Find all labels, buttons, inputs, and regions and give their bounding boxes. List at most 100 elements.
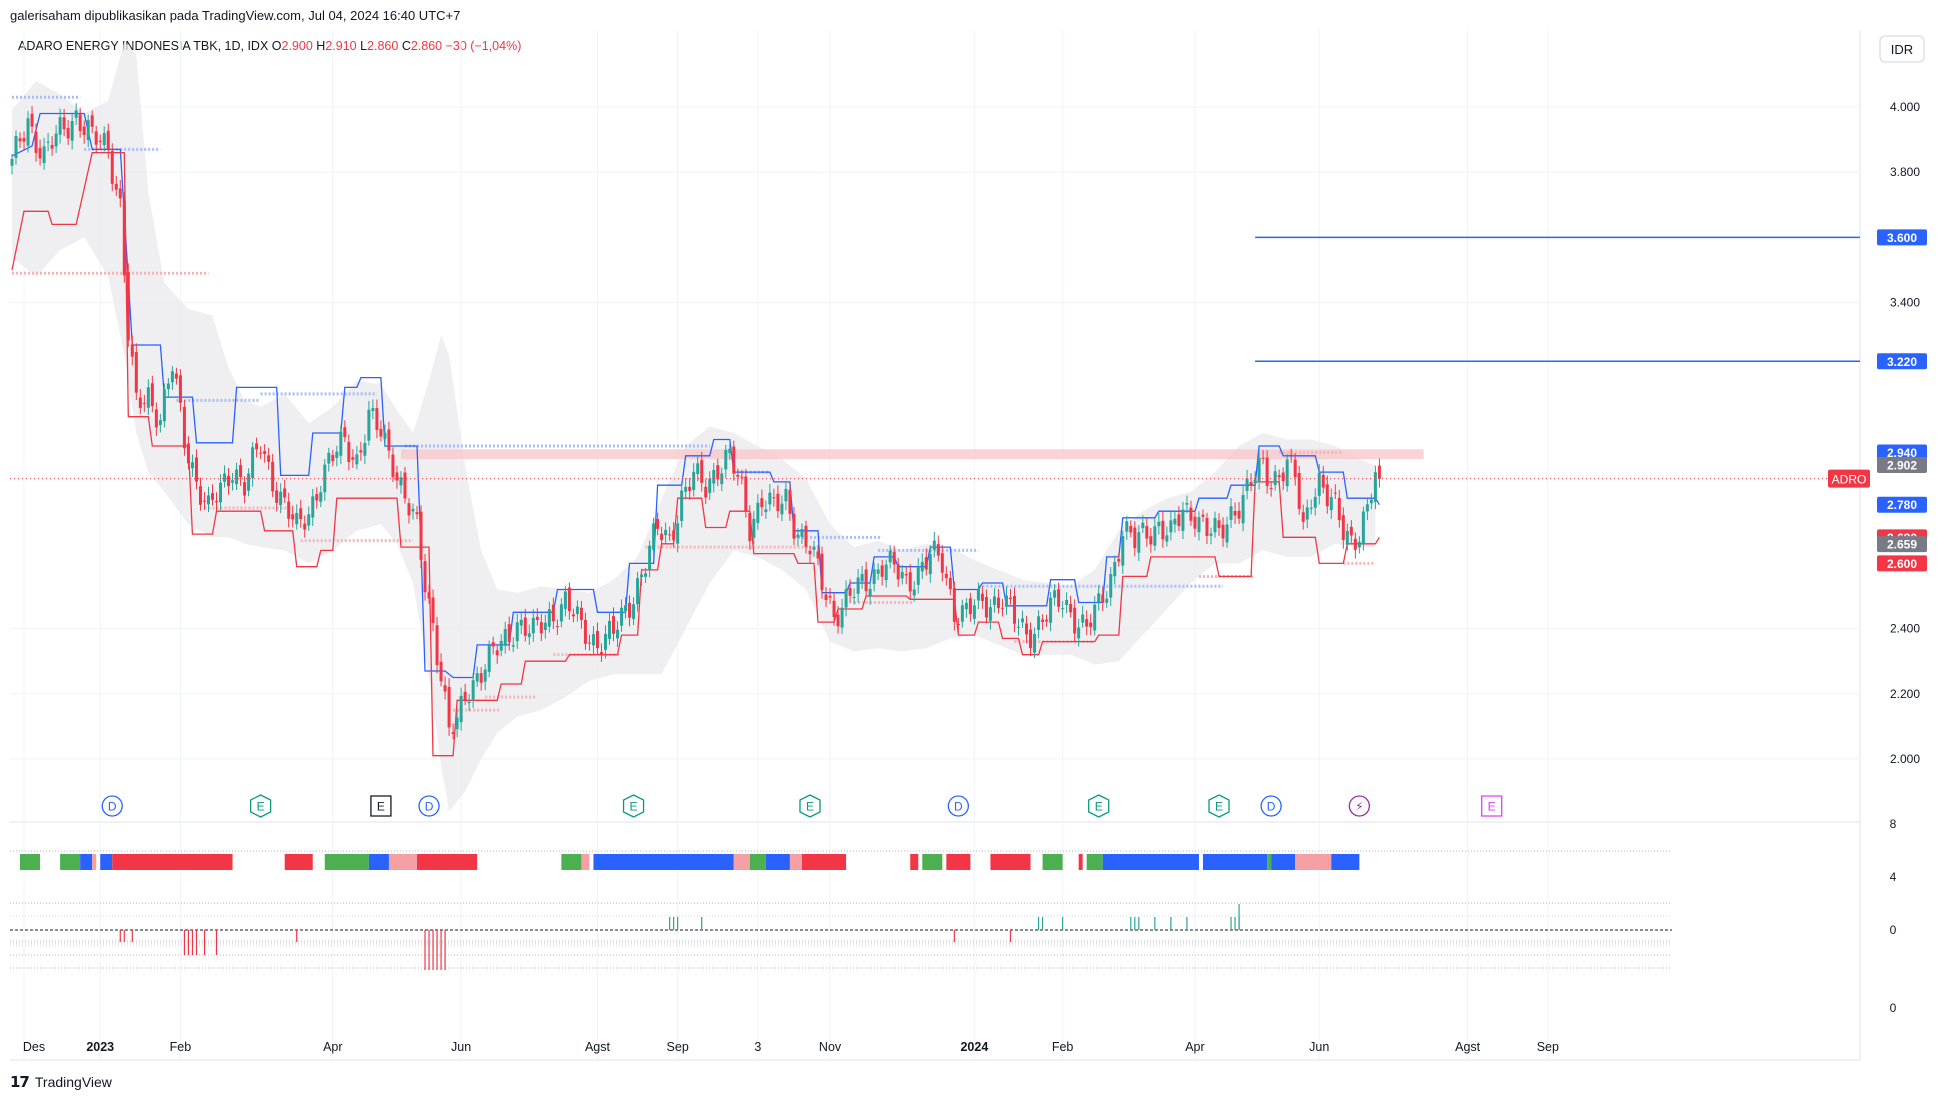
candle-body (559, 604, 563, 622)
event-marker[interactable]: E (1481, 795, 1503, 817)
candle-body (1305, 507, 1309, 520)
price-label-text: 2.780 (1887, 498, 1917, 512)
event-letter: E (1215, 800, 1223, 814)
candle-body (1004, 595, 1008, 607)
candle-body (38, 148, 42, 159)
candle-body (475, 673, 479, 682)
high-label: H (316, 39, 326, 53)
earnings-icon (799, 794, 821, 818)
candle-body (688, 486, 692, 492)
candle-body (1213, 518, 1217, 533)
candle-body (728, 448, 732, 454)
candle-body (579, 607, 583, 621)
event-marker[interactable]: D (1260, 795, 1282, 817)
candle-body (936, 543, 940, 556)
candle-body (692, 471, 696, 490)
candle-body (395, 472, 399, 481)
trend-block (1042, 854, 1063, 870)
candle-body (423, 561, 427, 593)
candle-body (186, 443, 190, 464)
change-value: −30 (−1,04%) (445, 39, 522, 53)
time-tick: Jun (451, 1040, 471, 1054)
trend-block (1295, 854, 1332, 870)
candle-body (18, 138, 22, 142)
candle-body (836, 614, 840, 627)
price-label: 2.780 (1877, 496, 1927, 513)
candle-body (70, 121, 74, 141)
candle-body (1313, 496, 1317, 508)
candle-body (126, 272, 130, 341)
candle-body (996, 597, 1000, 608)
candle-body (1089, 622, 1093, 628)
candle-body (1293, 459, 1297, 478)
candle-body (251, 447, 255, 479)
event-marker[interactable]: E (622, 794, 645, 818)
event-letter: E (1095, 800, 1103, 814)
event-marker[interactable]: E (1208, 794, 1230, 818)
event-marker[interactable]: ⚡ (1348, 795, 1371, 817)
candle-body (247, 473, 251, 491)
candle-body (712, 469, 716, 484)
candle-body (1149, 536, 1153, 545)
indicator-tick: 8 (1890, 817, 1897, 831)
event-marker[interactable]: E (1088, 794, 1110, 818)
candle-body (571, 614, 575, 617)
footer-brand: TradingView (34, 1074, 112, 1090)
candle-body (1197, 517, 1201, 533)
candle-body (1073, 607, 1077, 634)
candle-body (1201, 514, 1205, 517)
candle-body (587, 642, 591, 644)
candle-body (1013, 595, 1016, 624)
candle-body (736, 474, 740, 477)
currency-button[interactable]: IDR (1879, 35, 1925, 63)
candle-body (664, 529, 668, 536)
dividend-icon (1260, 795, 1282, 817)
event-marker[interactable]: E (799, 794, 821, 818)
event-marker[interactable]: D (101, 795, 123, 817)
candle-body (26, 118, 30, 146)
candle-body (968, 598, 972, 615)
trend-block (92, 854, 97, 870)
candle-body (628, 602, 632, 618)
candle-body (134, 352, 138, 393)
candle-body (527, 633, 531, 638)
event-letter: D (1267, 800, 1276, 814)
open-label: O (271, 39, 282, 53)
candle-body (1117, 558, 1121, 562)
candle-body (720, 473, 724, 485)
event-marker[interactable]: D (947, 795, 970, 817)
candle-body (303, 523, 307, 530)
candle-body (972, 605, 976, 619)
candle-body (1253, 479, 1257, 484)
candle-body (215, 501, 219, 503)
candle-body (535, 616, 539, 620)
candle-body (299, 508, 303, 520)
candle-body (591, 634, 595, 646)
trend-block (60, 854, 81, 870)
candle-body (840, 607, 844, 628)
event-letter: E (630, 800, 638, 814)
event-marker[interactable]: E (249, 794, 272, 818)
candle-body (948, 577, 952, 590)
last-price-tag-bg (1828, 469, 1870, 488)
trend-block (112, 854, 233, 870)
candle-body (808, 550, 812, 555)
candle-body (283, 488, 287, 498)
indicator-lower-tick: 0 (1890, 1001, 1897, 1015)
earnings-icon (370, 795, 392, 817)
trend-block (1271, 854, 1296, 870)
trend-block (80, 854, 93, 870)
candle-body (158, 420, 162, 426)
candle-body (607, 620, 611, 639)
candle-body (1361, 511, 1365, 544)
candle-body (567, 587, 571, 612)
candle-body (287, 501, 291, 519)
symbol-legend: ADARO ENERGY INDONESIA TBK, 1D, IDX O2.9… (18, 39, 521, 53)
candle-body (363, 442, 367, 456)
candle-body (307, 514, 311, 526)
event-marker[interactable]: E (370, 795, 392, 817)
candle-body (816, 551, 820, 559)
candle-body (523, 617, 527, 636)
event-marker[interactable]: D (418, 795, 440, 817)
